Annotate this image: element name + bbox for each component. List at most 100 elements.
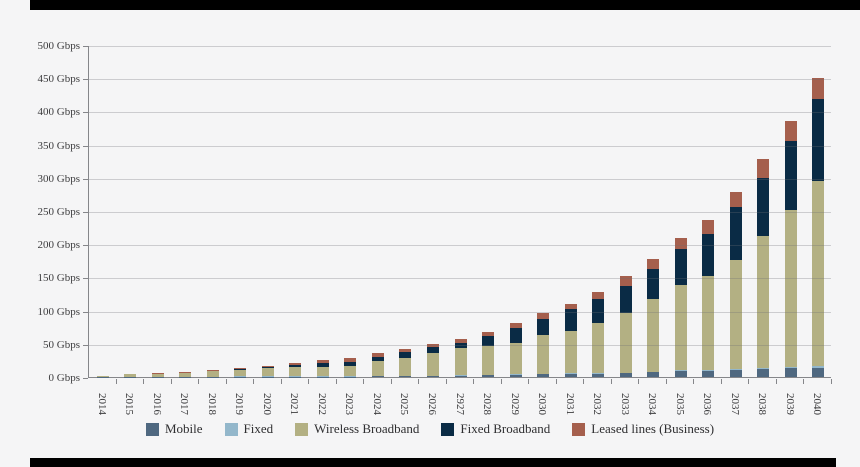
bar-segment-fixed-broadband — [619, 286, 632, 313]
bar-segment-wireless-broadband — [674, 284, 687, 370]
x-axis-tick — [253, 379, 254, 384]
stacked-bar-2021 — [289, 363, 302, 377]
x-axis-label-2034: 2034 — [646, 393, 659, 415]
x-axis-label-2023: 2023 — [343, 393, 356, 415]
y-axis-label: 400 Gbps — [37, 106, 80, 118]
bar-segment-fixed-broadband — [482, 336, 495, 347]
legend-swatch-icon — [224, 422, 238, 436]
stacked-bar-2022 — [316, 360, 329, 377]
x-axis-tick — [418, 379, 419, 384]
y-axis-tick — [83, 179, 88, 180]
bar-segment-wireless-broadband — [234, 370, 247, 377]
x-axis-label-2026: 2026 — [425, 393, 438, 415]
gridline — [89, 46, 831, 47]
legend-swatch-icon — [572, 422, 586, 436]
stacked-bar-2016 — [151, 373, 164, 377]
bar-segment-fixed-broadband — [399, 352, 412, 359]
x-axis-label-2036: 2036 — [701, 393, 714, 415]
x-axis-tick — [363, 379, 364, 384]
legend-swatch-icon — [295, 422, 309, 436]
bar-segment-mobile — [592, 373, 605, 377]
gridline — [89, 179, 831, 180]
legend-label: Fixed Broadband — [460, 421, 551, 436]
gridline — [89, 212, 831, 213]
bar-segment-leased-lines-business — [757, 159, 770, 178]
bar-segment-leased-lines-business — [179, 372, 192, 373]
bar-segment-fixed — [757, 367, 770, 370]
y-axis-tick — [83, 278, 88, 279]
bar-segment-fixed — [564, 373, 577, 375]
y-axis-label: 100 Gbps — [37, 306, 80, 318]
bar-segment-mobile — [509, 374, 522, 377]
stacked-bar-2026 — [426, 343, 439, 377]
bar-segment-leased-lines-business — [509, 323, 522, 328]
x-axis-tick — [473, 379, 474, 384]
bar-segment-fixed-broadband — [261, 366, 274, 369]
legend-label: Wireless Broadband — [314, 421, 420, 436]
y-axis-label: 150 Gbps — [37, 272, 80, 284]
stacked-bar-2031 — [564, 303, 577, 377]
bar-segment-fixed-broadband — [234, 369, 247, 371]
plot-area — [88, 46, 831, 378]
bar-segment-fixed-broadband — [592, 298, 605, 323]
gridline — [89, 312, 831, 313]
y-axis-label: 200 Gbps — [37, 239, 80, 251]
bar-segment-fixed — [619, 372, 632, 374]
x-axis-tick — [556, 379, 557, 384]
stacked-bar-2017 — [179, 372, 192, 377]
bar-segment-wireless-broadband — [592, 322, 605, 374]
bar-segment-mobile — [482, 375, 495, 377]
bar-segment-fixed — [784, 366, 797, 369]
x-axis-label-2035: 2035 — [673, 393, 686, 415]
bar-segment-leased-lines-business — [289, 363, 302, 365]
x-axis-label-2038: 2038 — [756, 393, 769, 415]
bar-segment-leased-lines-business — [261, 365, 274, 367]
bar-segment-wireless-broadband — [647, 299, 660, 372]
bar-segment-fixed — [812, 365, 825, 368]
bar-segment-wireless-broadband — [179, 373, 192, 377]
bar-segment-leased-lines-business — [234, 368, 247, 369]
bar-segment-mobile — [647, 372, 660, 377]
bar-segment-wireless-broadband — [812, 181, 825, 366]
stacked-bar-2023 — [344, 358, 357, 377]
bar-segment-leased-lines-business — [399, 348, 412, 353]
bar-segment-mobile — [702, 370, 715, 377]
bar-segment-fixed-broadband — [371, 356, 384, 362]
bar-segment-wireless-broadband — [426, 353, 439, 376]
x-axis-tick — [693, 379, 694, 384]
bar-segment-wireless-broadband — [619, 312, 632, 373]
stacked-bar-2035 — [674, 237, 687, 377]
stacked-bar-2038 — [757, 159, 770, 377]
bar-segment-fixed-broadband — [509, 327, 522, 344]
bar-segment-fixed-broadband — [784, 141, 797, 210]
bar-segment-leased-lines-business — [702, 219, 715, 234]
stacked-bar-2036 — [702, 219, 715, 377]
stacked-bar-2024 — [371, 352, 384, 377]
bar-segment-leased-lines-business — [344, 358, 357, 362]
x-axis-label-2033: 2033 — [618, 393, 631, 415]
gridline — [89, 245, 831, 246]
bar-segment-wireless-broadband — [757, 235, 770, 368]
bar-segment-mobile — [812, 367, 825, 377]
bar-segment-wireless-broadband — [729, 259, 742, 370]
bar-segment-wireless-broadband — [289, 366, 302, 377]
bar-segment-mobile — [619, 373, 632, 377]
x-axis-label-2028: 2028 — [481, 393, 494, 415]
x-axis-tick — [391, 379, 392, 384]
legend-label: Leased lines (Business) — [591, 421, 715, 436]
x-axis-label-2016: 2016 — [150, 393, 163, 415]
x-axis-tick — [226, 379, 227, 384]
bar-segment-leased-lines-business — [592, 292, 605, 299]
legend-item-fixed-broadband: Fixed Broadband — [441, 421, 550, 437]
bar-segment-fixed-broadband — [316, 363, 329, 368]
x-axis-label-2014: 2014 — [95, 393, 108, 415]
bar-segment-fixed-broadband — [674, 248, 687, 285]
stacked-bar-2034 — [647, 258, 660, 377]
bar-segment-mobile — [564, 374, 577, 377]
x-axis-tick — [666, 379, 667, 384]
bar-segment-mobile — [784, 368, 797, 377]
stacked-bar-2015 — [124, 373, 137, 377]
y-axis-tick — [83, 146, 88, 147]
x-axis-tick — [281, 379, 282, 384]
bar-segment-wireless-broadband — [344, 366, 357, 377]
